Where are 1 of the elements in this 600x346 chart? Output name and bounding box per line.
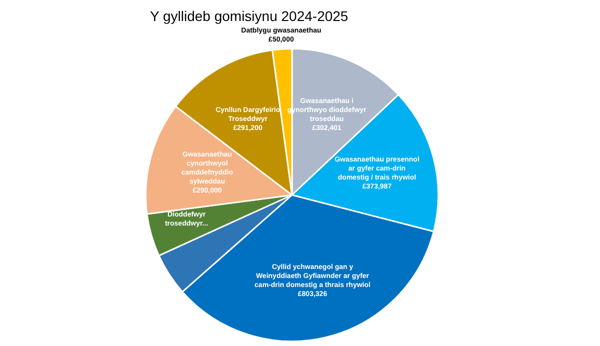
chart-title: Y gyllideb gomisiynu 2024-2025 — [150, 8, 348, 24]
